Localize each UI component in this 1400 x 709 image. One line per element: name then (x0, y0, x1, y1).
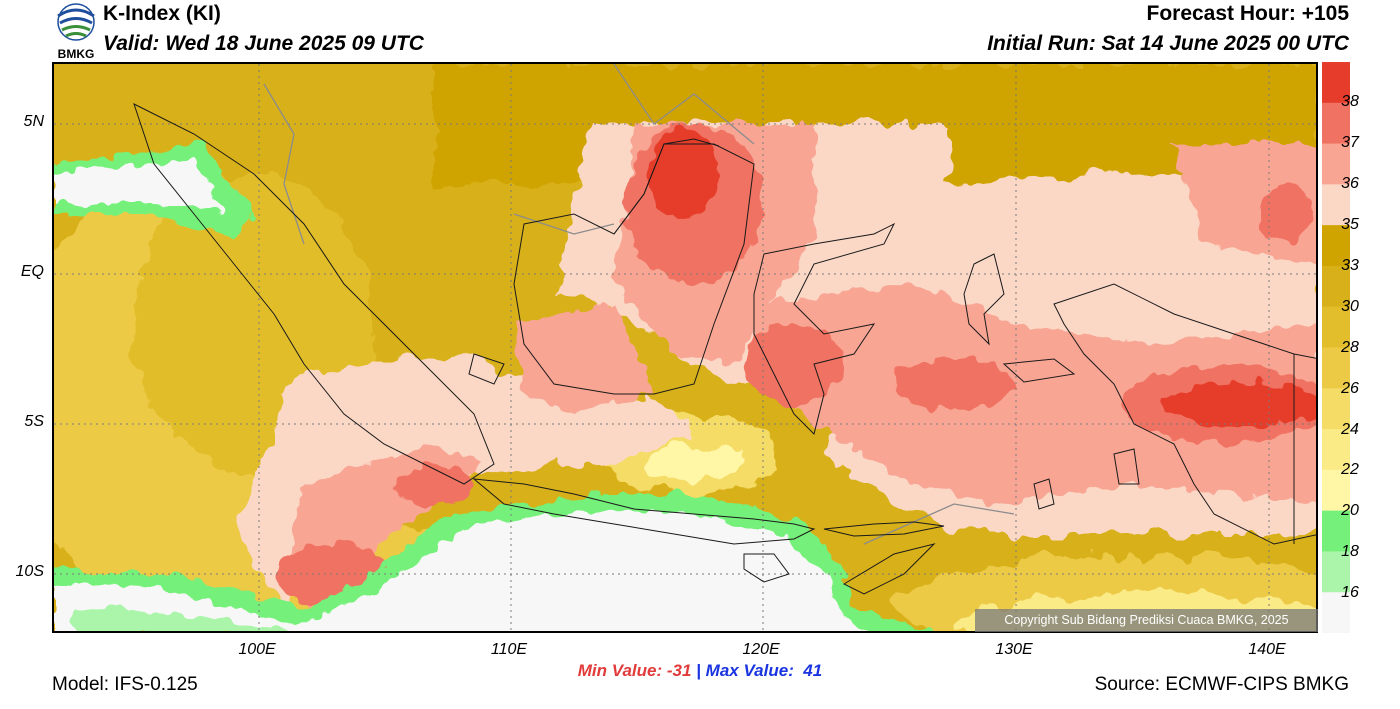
colorbar-label-20: 20 (1341, 502, 1359, 519)
coast-aru (1113, 448, 1140, 485)
colorbar-label-26: 26 (1341, 380, 1359, 397)
coast-sumba (743, 553, 790, 583)
field-zone-37-java (394, 464, 474, 504)
data-source: Source: ECMWF-CIPS BMKG (1094, 674, 1349, 695)
coast-sumatra (133, 103, 495, 485)
field-zone-lt16-south (54, 509, 867, 631)
colorbar-label-38: 38 (1341, 93, 1359, 110)
coast-nusa-tenggara (823, 521, 945, 537)
initial-run: Initial Run: Sat 14 June 2025 00 UTC (987, 32, 1349, 55)
lon-label-100e: 100E (238, 641, 276, 658)
lat-label-10s: 10S (15, 563, 44, 580)
colorbar-seg-35 (1322, 184, 1350, 226)
coast-bangka (468, 353, 505, 385)
coast-java (472, 478, 816, 545)
field-zone-37-sulawesi (744, 324, 844, 404)
colorbar-label-22: 22 (1341, 461, 1359, 478)
colorbar (1322, 62, 1350, 633)
coast-kalimantan-malaysia (613, 138, 720, 235)
lat-label-5n: 5N (23, 113, 44, 130)
map-title: K-Index (KI) (103, 2, 221, 25)
colorbar-seg-22 (1322, 429, 1350, 471)
field-zone-37-banda (894, 359, 1014, 409)
k-index-map (52, 62, 1318, 633)
colorbar-seg-38 (1322, 62, 1350, 104)
colorbar-label-30: 30 (1341, 298, 1359, 315)
colorbar-seg-20 (1322, 469, 1350, 512)
field-zone-38-kalimantan (649, 129, 719, 219)
valid-time: Valid: Wed 18 June 2025 09 UTC (103, 32, 424, 55)
bmkg-logo: BMKG (57, 3, 95, 60)
coast-sulawesi (753, 222, 896, 435)
field-zone-20-south (644, 444, 744, 484)
colorbar-seg-24 (1322, 388, 1350, 430)
lat-label-eq: EQ (20, 263, 44, 280)
colorbar-label-18: 18 (1341, 543, 1359, 560)
min-value: Min Value: -31 (577, 661, 692, 680)
field-zone-37-ne (1259, 184, 1309, 244)
max-value: Max Value: 41 (705, 661, 823, 680)
stats-separator: | (696, 661, 701, 680)
colorbar-seg-33 (1322, 225, 1350, 267)
colorbar-label-16: 16 (1341, 584, 1359, 601)
field-zone-36-center (514, 304, 654, 414)
coast-papua (1053, 283, 1316, 545)
graticule (54, 64, 1316, 631)
lon-label-130e: 130E (995, 641, 1033, 658)
coast-halmahera (963, 253, 1005, 346)
colorbar-label-24: 24 (1341, 421, 1359, 438)
model-name: Model: IFS-0.125 (52, 674, 198, 695)
lon-label-140e: 140E (1248, 641, 1286, 658)
field-zone-lt16-andaman (54, 159, 224, 214)
coastlines (133, 103, 1316, 595)
k-index-field (54, 64, 1316, 631)
colorbar-seg-36 (1322, 143, 1350, 185)
field-zone-36-sulawesi (754, 284, 1316, 504)
colorbar-seg-37 (1322, 102, 1350, 145)
colorbar-seg-30 (1322, 265, 1350, 308)
coast-tanimbar (1033, 478, 1055, 510)
field-zone-16-south (74, 604, 293, 631)
colorbar-seg-26 (1322, 347, 1350, 389)
colorbar-seg-28 (1322, 306, 1350, 348)
field-zone-38-papua (1164, 382, 1316, 426)
colorbar-seg-lt16 (1322, 592, 1350, 633)
colorbar-seg-16 (1322, 551, 1350, 593)
lat-label-5s: 5S (24, 413, 44, 430)
copyright-notice: Copyright Sub Bidang Prediksi Cuaca BMKG… (975, 609, 1318, 632)
coast-seram (1002, 358, 1076, 383)
svg-text:BMKG: BMKG (58, 47, 95, 60)
forecast-hour: Forecast Hour: +105 (1146, 2, 1350, 25)
colorbar-label-33: 33 (1341, 257, 1359, 274)
lon-label-110e: 110E (490, 641, 528, 658)
coast-timor (842, 543, 936, 595)
colorbar-label-28: 28 (1341, 339, 1359, 356)
colorbar-label-35: 35 (1341, 216, 1359, 233)
min-max-values: Min Value: -31 | Max Value: 41 (0, 661, 1400, 681)
colorbar-seg-18 (1322, 510, 1350, 552)
colorbar-label-37: 37 (1341, 134, 1359, 151)
colorbar-label-36: 36 (1341, 175, 1359, 192)
lon-label-120e: 120E (742, 641, 780, 658)
